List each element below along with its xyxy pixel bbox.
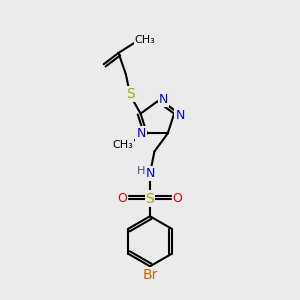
Text: Br: Br [142,268,158,282]
Text: O: O [117,192,127,205]
Text: N: N [176,109,185,122]
Text: CH₃: CH₃ [135,35,155,45]
Text: S: S [126,87,135,101]
Text: N: N [159,93,168,106]
Text: CH₃: CH₃ [112,140,133,150]
Text: O: O [173,192,183,205]
Text: H: H [136,166,145,176]
Text: N: N [136,127,146,140]
Text: S: S [146,192,154,206]
Text: N: N [146,167,155,180]
